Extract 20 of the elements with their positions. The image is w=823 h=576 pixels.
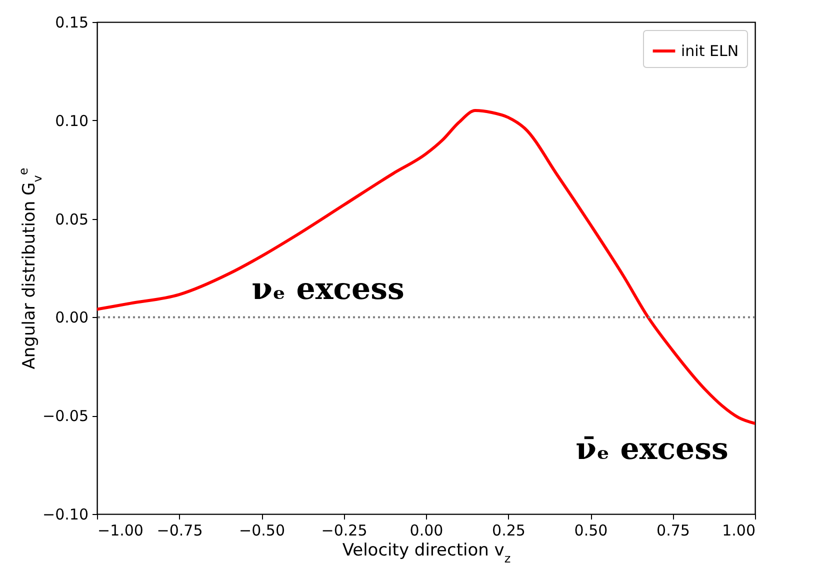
x-tick-label: 0.25	[492, 522, 526, 540]
y-tick-label: 0.05	[55, 210, 88, 228]
x-tick-label: 0.50	[574, 522, 608, 540]
x-tick-label: −1.00	[98, 522, 144, 540]
x-axis-title: Velocity direction v$_{z}$	[342, 540, 511, 566]
legend-label: init ELN	[681, 42, 739, 60]
x-tick-label: 0.00	[410, 522, 444, 540]
annotation: ν̄ₑ excess	[576, 432, 728, 467]
x-tick-label: −0.50	[239, 522, 285, 540]
x-tick-label: −0.75	[156, 522, 203, 540]
y-tick-label: 0.15	[55, 14, 88, 32]
x-tick-label: 0.75	[656, 522, 690, 540]
y-tick-label: 0.00	[55, 308, 88, 327]
y-tick-label: −0.05	[42, 407, 88, 426]
x-tick-label: 1.00	[722, 522, 756, 540]
y-tick-label: −0.10	[42, 506, 88, 524]
line-series	[97, 109, 755, 425]
x-tick-label: −0.25	[321, 522, 368, 540]
y-tick-label: 0.10	[55, 112, 88, 130]
annotation: νₑ excess	[252, 272, 404, 307]
